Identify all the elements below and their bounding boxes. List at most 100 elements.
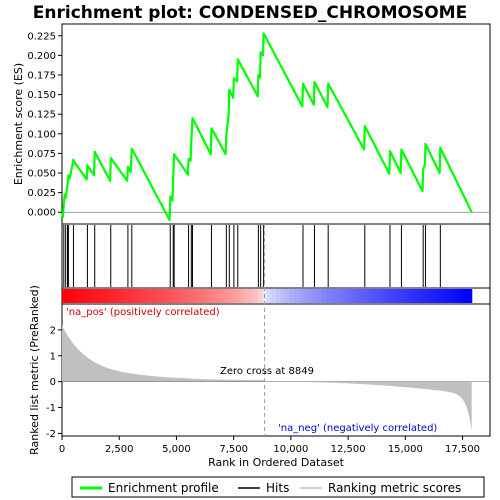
heatmap-cell (312, 289, 318, 303)
x-axis-label: Rank in Ordered Dataset (208, 456, 345, 469)
heatmap-cell (439, 289, 445, 303)
x-tick-label: 5,000 (162, 444, 191, 455)
x-tick-label: 7,500 (219, 444, 248, 455)
heatmap-cell (143, 289, 150, 303)
legend-profile-label: Enrichment profile (108, 481, 219, 495)
heatmap-cell (417, 289, 423, 303)
heatmap-cell (362, 289, 368, 303)
metric-y-tick-label: -1 (46, 403, 56, 414)
heatmap-cell (266, 289, 272, 303)
heatmap-cell (462, 289, 468, 303)
heatmap-cell (180, 289, 186, 303)
es-y-tick-label: 0.150 (27, 90, 56, 101)
heatmap-cell (130, 289, 136, 303)
heatmap-cell (84, 289, 90, 303)
heatmap-cell (194, 289, 200, 303)
heatmap-cell (444, 289, 450, 303)
heatmap-cell (171, 289, 177, 303)
heatmap-cell (330, 289, 336, 303)
heatmap-cell (467, 289, 473, 303)
heatmap-cell (307, 289, 313, 303)
heatmap-cell (166, 289, 172, 303)
heatmap-cell (289, 289, 295, 303)
heatmap-cell (198, 289, 204, 303)
heatmap-cell (335, 289, 341, 303)
heatmap-cell (239, 289, 245, 303)
heatmap-cell (93, 289, 100, 303)
x-tick-label: 0 (59, 444, 65, 455)
heatmap-cell (412, 289, 418, 303)
x-axis: 0 2,500 5,000 7,500 10,000 12,500 15,000 17,500 (59, 436, 480, 455)
heatmap-cell (253, 289, 259, 303)
heatmap-cell (221, 289, 227, 303)
chart-title: Enrichment plot: CONDENSED_CHROMOSOME (33, 3, 467, 23)
es-y-axis-label: Enrichment score (ES) (12, 63, 25, 185)
x-tick-label: 2,500 (105, 444, 134, 455)
heatmap-cell (453, 289, 459, 303)
ranking-metric-fill (62, 325, 472, 431)
heatmap-cell (458, 289, 464, 303)
heatmap-cell (162, 289, 168, 303)
heatmap-cell (212, 289, 218, 303)
heatmap-cell (248, 289, 254, 303)
heatmap-cell (189, 289, 195, 303)
heatmap-cell (371, 289, 377, 303)
x-tick-label: 10,000 (273, 444, 308, 455)
heatmap-cell (357, 289, 364, 303)
enrichment-profile-layer (60, 32, 473, 222)
ranking-metric-area (62, 224, 490, 436)
heatmap-cell (344, 289, 350, 303)
heatmap-cell (153, 289, 159, 303)
heatmap-cell (426, 289, 432, 303)
heatmap-cell (157, 289, 163, 303)
es-y-tick-label: 0.075 (27, 149, 56, 160)
heatmap-cell (298, 289, 304, 303)
heatmap-cell (230, 289, 236, 303)
metric-y-tick-label: 0 (50, 377, 56, 388)
heatmap-cell (107, 289, 113, 303)
heatmap-cell (316, 289, 323, 303)
es-y-tick-label: 0.100 (27, 129, 56, 140)
x-tick-label: 12,500 (331, 444, 366, 455)
heatmap-cell (430, 289, 436, 303)
metric-y-tick-label: 2 (50, 325, 56, 336)
heatmap-cell (339, 289, 345, 303)
heatmap-cell (380, 289, 386, 303)
heatmap-cell (203, 289, 209, 303)
heatmap-cell (326, 289, 332, 303)
enrichment-profile-line (60, 32, 473, 222)
heatmap-cell (280, 289, 286, 303)
es-y-tick-label: 0.125 (27, 110, 56, 121)
heatmap-cell (121, 289, 127, 303)
heatmap-cell (112, 289, 118, 303)
heatmap-cell (285, 289, 291, 303)
heatmap-cell (234, 289, 241, 303)
heatmap-cell (139, 289, 145, 303)
heatmap-cell (66, 289, 72, 303)
metric-y-axis: -2 -1 0 1 2 (46, 325, 62, 440)
heatmap-cell (71, 289, 77, 303)
heatmap-cell (89, 289, 95, 303)
heatmap-cell (366, 289, 373, 303)
heatmap-cell (98, 289, 104, 303)
heatmap-cell (257, 289, 263, 303)
heatmap-cell (421, 289, 427, 303)
heatmap-cell (244, 289, 250, 303)
heatmap-cell (389, 289, 395, 303)
es-y-tick-label: 0.050 (27, 169, 56, 180)
x-tick-label: 17,500 (445, 444, 480, 455)
heatmap-cell (125, 289, 131, 303)
metric-y-tick-label: 1 (50, 351, 56, 362)
heatmap-cell (148, 289, 154, 303)
heatmap-cell (376, 289, 382, 303)
es-y-tick-label: 0.000 (27, 208, 56, 219)
heatmap-cell (403, 289, 409, 303)
heatmap-cell (216, 289, 222, 303)
legend-box (71, 476, 485, 498)
heatmap-cell (80, 289, 86, 303)
heatmap-cell (321, 289, 327, 303)
heatmap-cell (116, 289, 122, 303)
es-y-tick-label: 0.200 (27, 51, 56, 62)
es-y-axis: 0.000 0.025 0.050 0.075 0.100 0.125 0.150 0.175… (27, 31, 62, 219)
